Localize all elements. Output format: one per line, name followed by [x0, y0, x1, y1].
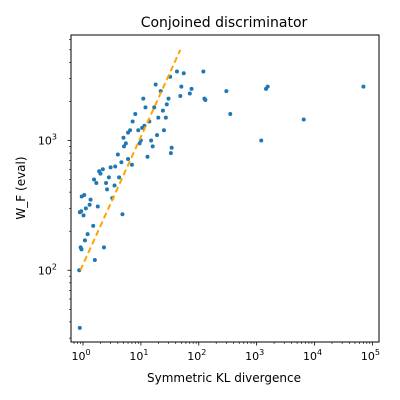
data-point — [179, 84, 184, 89]
data-point — [87, 202, 92, 207]
data-point — [150, 144, 155, 149]
data-point — [85, 232, 90, 237]
fit-line-layer — [79, 49, 182, 271]
data-point — [161, 128, 166, 133]
data-point — [187, 91, 192, 96]
data-point — [166, 96, 171, 101]
data-point — [123, 141, 128, 146]
data-point — [119, 160, 124, 165]
data-point — [133, 112, 138, 116]
data-point — [181, 71, 186, 76]
data-point — [174, 69, 179, 74]
data-point — [201, 69, 206, 74]
data-point — [100, 167, 105, 172]
data-point — [81, 213, 86, 218]
data-point — [92, 257, 97, 262]
data-point — [168, 151, 173, 156]
data-point — [169, 145, 174, 150]
data-point — [121, 144, 126, 149]
data-point — [95, 204, 100, 209]
data-point — [105, 187, 110, 192]
data-point — [228, 112, 233, 116]
data-point — [115, 152, 120, 157]
data-point — [164, 102, 169, 107]
data-point — [104, 181, 109, 186]
plot-area — [70, 34, 380, 343]
data-point — [160, 108, 165, 113]
data-point — [178, 94, 183, 99]
data-point — [82, 193, 87, 198]
data-point — [77, 325, 82, 330]
data-point — [83, 206, 88, 211]
chart-title: Conjoined discriminator — [141, 15, 308, 31]
data-point — [141, 96, 146, 101]
data-point — [79, 209, 84, 214]
data-point — [101, 245, 106, 250]
data-point — [106, 175, 111, 180]
data-point — [265, 84, 270, 89]
data-point — [130, 119, 135, 124]
data-point — [224, 89, 229, 94]
data-point — [361, 84, 366, 89]
data-point — [163, 115, 168, 120]
data-point — [82, 238, 87, 243]
data-point — [120, 212, 125, 217]
data-point — [136, 128, 141, 133]
data-point — [112, 183, 117, 188]
data-point — [128, 128, 133, 133]
data-point — [117, 175, 122, 180]
data-point — [98, 171, 103, 176]
x-axis-ticks: 100 101 102 103 104 105 — [71, 342, 380, 363]
data-point — [113, 164, 118, 169]
x-axis-label: Symmetric KL divergence — [147, 371, 301, 385]
plot-background — [71, 35, 379, 342]
fit-line — [79, 49, 182, 271]
data-point — [301, 117, 306, 122]
data-point — [155, 133, 160, 138]
scatter-points — [77, 69, 366, 330]
data-point — [126, 157, 131, 161]
data-point — [121, 135, 126, 140]
data-point — [91, 223, 96, 228]
data-point — [88, 197, 93, 202]
data-point — [92, 177, 97, 182]
data-point — [259, 138, 264, 143]
data-point — [203, 98, 208, 103]
data-point — [149, 138, 154, 143]
plot-frame — [70, 34, 380, 343]
data-point — [156, 115, 161, 120]
data-point — [79, 247, 84, 252]
data-point — [129, 162, 134, 167]
data-point — [143, 105, 148, 110]
data-point — [145, 154, 150, 159]
data-point — [152, 105, 157, 110]
data-point — [108, 165, 113, 170]
data-point — [189, 86, 194, 91]
data-point — [153, 82, 158, 87]
data-point — [94, 181, 99, 186]
y-axis-label: W_F (eval) — [14, 156, 28, 219]
